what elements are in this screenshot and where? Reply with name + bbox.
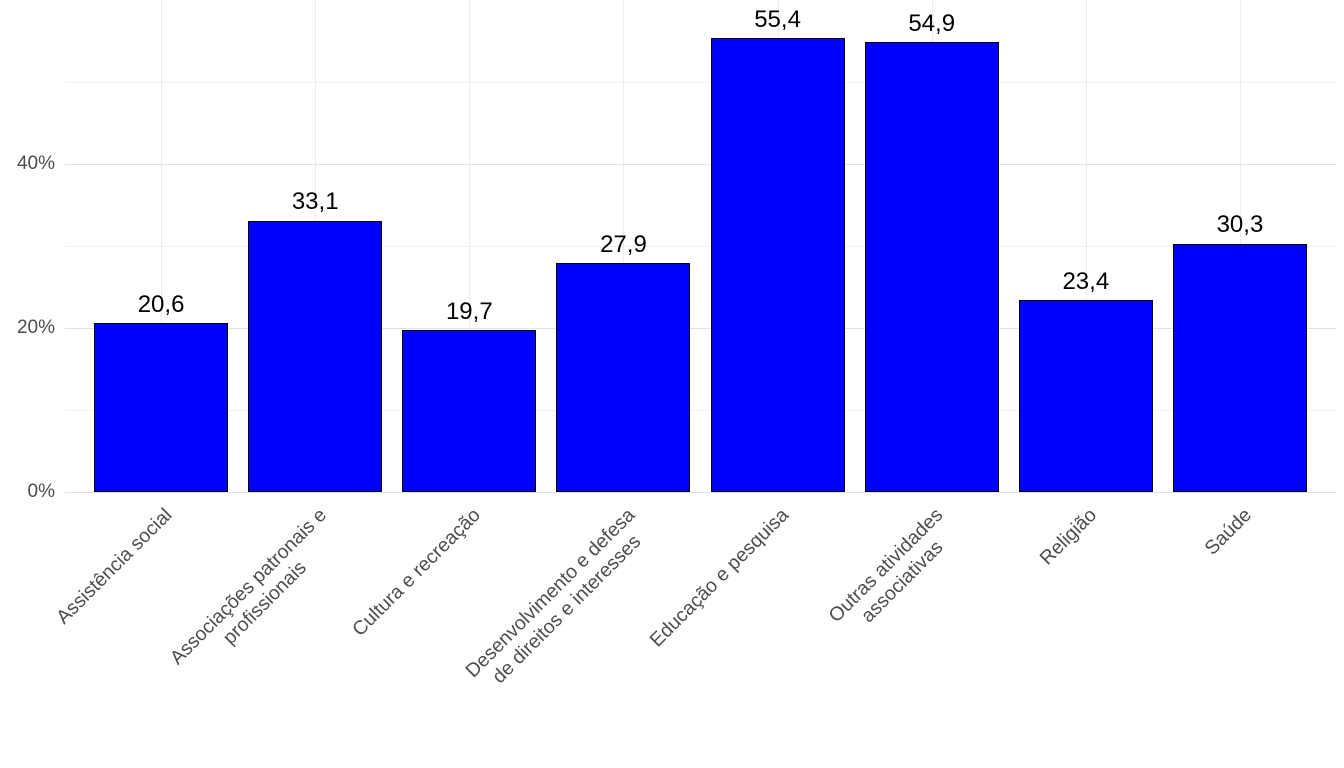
bar-value-label: 19,7 — [445, 298, 493, 326]
gridline-vertical — [161, 0, 163, 492]
bars-row: 20,6 33,1 19,7 27,9 55,4 54,9 23,4 30,3 — [84, 0, 1317, 492]
bar-slot: 54,9 — [855, 0, 1009, 492]
bar-slot: 33,1 — [238, 0, 392, 492]
gridline-minor — [65, 82, 1336, 83]
gridline-minor — [65, 410, 1336, 411]
gridline-vertical — [1085, 0, 1087, 492]
y-axis: 0% 20% 40% — [0, 0, 65, 502]
x-tick-label: Cultura e recreação — [348, 504, 485, 641]
x-axis: Assistência social Associações patronais … — [52, 492, 1336, 768]
x-tick-label: Religião — [1035, 504, 1102, 570]
bar-value-label: 20,6 — [137, 290, 185, 318]
bar — [1172, 243, 1307, 492]
bar-slot: 30,3 — [1163, 0, 1317, 492]
bar — [1018, 300, 1153, 492]
bar-slot: 27,9 — [546, 0, 700, 492]
gridline-major — [65, 492, 1336, 493]
x-tick-label: Saúde — [1200, 504, 1256, 560]
gridline-vertical — [623, 0, 625, 492]
bar-slot: 23,4 — [1009, 0, 1163, 492]
y-tick-label: 40% — [16, 153, 55, 174]
y-tick-label: 0% — [27, 481, 55, 502]
bar-value-label: 23,4 — [1062, 267, 1110, 295]
bar — [402, 330, 537, 492]
plot-panel: 20,6 33,1 19,7 27,9 55,4 54,9 23,4 30,3 — [65, 0, 1336, 493]
x-tick-label: Educação e pesquisa — [645, 504, 794, 652]
gridline-major — [65, 164, 1336, 165]
bar-slot: 55,4 — [701, 0, 855, 492]
x-tick-label: Desenvolvimento e defesa de direitos e i… — [460, 504, 646, 689]
bar — [248, 220, 383, 492]
bar — [556, 263, 691, 492]
bar-slot: 19,7 — [392, 0, 546, 492]
bar-value-label: 54,9 — [908, 9, 956, 37]
y-tick-label: 20% — [16, 317, 55, 338]
x-tick-label: Outras atividades associativas — [824, 504, 948, 628]
x-tick-label: Assistência social — [52, 504, 177, 629]
bar — [864, 41, 999, 492]
bar-value-label: 30,3 — [1216, 211, 1264, 239]
bar-slot: 20,6 — [84, 0, 238, 492]
x-tick-label: Associações patronais e profissionais — [165, 504, 331, 670]
bar-value-label: 55,4 — [754, 5, 801, 33]
gridline-minor — [65, 246, 1336, 247]
bar — [94, 323, 229, 492]
bar-value-label: 27,9 — [600, 231, 647, 259]
gridline-major — [65, 328, 1336, 329]
gridline-vertical — [469, 0, 471, 492]
bar-value-label: 33,1 — [291, 188, 339, 216]
bar — [710, 37, 845, 492]
